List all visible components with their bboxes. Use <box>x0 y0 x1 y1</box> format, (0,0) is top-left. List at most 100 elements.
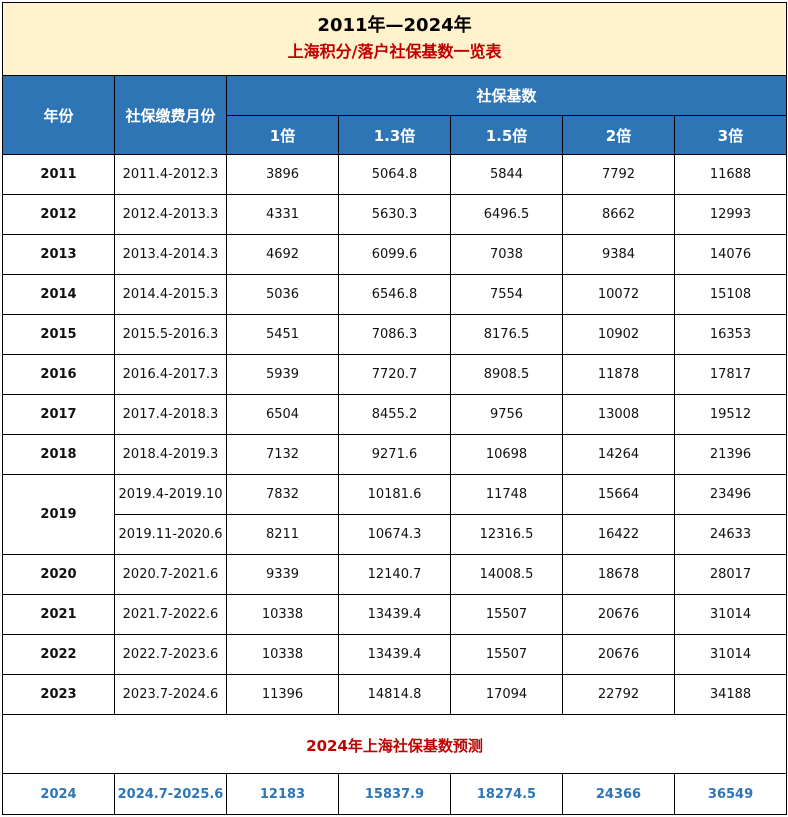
prediction-months-cell: 2024.7-2025.6 <box>114 773 227 815</box>
payment-months-cell: 2019.4-2019.10 <box>114 474 227 515</box>
base-value-cell: 8455.2 <box>338 394 451 435</box>
prediction-value-cell: 18274.5 <box>450 773 563 815</box>
year-cell: 2020 <box>2 554 115 595</box>
base-value-cell: 7792 <box>562 154 675 195</box>
table-row: 2022 2022.7-2023.6 10338 13439.4 15507 20676 3… <box>2 634 788 675</box>
prediction-value-cell: 24366 <box>562 773 675 815</box>
base-value-cell: 6496.5 <box>450 194 563 235</box>
header-multiplier-1-5x: 1.5倍 <box>450 115 563 155</box>
base-value-cell: 9339 <box>226 554 339 595</box>
base-value-cell: 3896 <box>226 154 339 195</box>
prediction-value-cell: 12183 <box>226 773 339 815</box>
table-row: 2019 2019.4-2019.10 7832 10181.6 11748 15664 2… <box>2 474 788 555</box>
base-value-cell: 15664 <box>562 474 675 515</box>
base-value-cell: 5844 <box>450 154 563 195</box>
base-value-cell: 16422 <box>562 514 675 555</box>
base-value-cell: 16353 <box>673 314 788 355</box>
year-cell: 2018 <box>2 434 115 475</box>
year-cell: 2016 <box>2 354 115 395</box>
header-row-2: 1倍 1.3倍 1.5倍 2倍 3倍 <box>3 115 788 155</box>
base-value-cell: 5451 <box>226 314 339 355</box>
year-cell: 2014 <box>2 274 115 315</box>
year-cell: 2017 <box>2 394 115 435</box>
prediction-value-cell: 15837.9 <box>338 773 451 815</box>
base-value-cell: 17094 <box>450 674 563 715</box>
payment-months-cell: 2011.4-2012.3 <box>114 154 227 195</box>
header-year: 年份 <box>2 75 115 155</box>
base-value-cell: 31014 <box>673 634 788 675</box>
table-title-cell: 2011年—2024年 上海积分/落户社保基数一览表 <box>1 2 788 76</box>
base-value-cell: 8908.5 <box>450 354 563 395</box>
base-value-cell: 31014 <box>673 594 788 635</box>
title-row: 2011年—2024年 上海积分/落户社保基数一览表 <box>1 2 788 76</box>
table-title-years: 2011年—2024年 <box>317 15 472 36</box>
table-row: 2019.11-2020.6 8211 10674.3 12316.5 16422 246… <box>3 514 788 555</box>
base-value-cell: 20676 <box>562 634 675 675</box>
base-value-cell: 14076 <box>673 234 788 275</box>
base-value-cell: 8211 <box>226 514 339 555</box>
payment-months-cell: 2019.11-2020.6 <box>114 514 227 555</box>
table-row: 2016 2016.4-2017.3 5939 7720.7 8908.5 11878 17… <box>2 354 788 395</box>
year-cell: 2022 <box>2 634 115 675</box>
year-cell: 2021 <box>2 594 115 635</box>
base-value-cell: 8662 <box>562 194 675 235</box>
base-value-cell: 10072 <box>562 274 675 315</box>
base-value-cell: 17817 <box>673 354 788 395</box>
base-value-cell: 13439.4 <box>338 634 451 675</box>
base-value-cell: 13439.4 <box>338 594 451 635</box>
base-value-cell: 12993 <box>673 194 788 235</box>
table-row: 2023 2023.7-2024.6 11396 14814.8 17094 22792 3… <box>2 674 788 715</box>
table-title-subject: 上海积分/落户社保基数一览表 <box>287 42 502 61</box>
header-multiplier-3x: 3倍 <box>673 115 788 155</box>
base-value-cell: 15108 <box>673 274 788 315</box>
base-value-cell: 10181.6 <box>338 474 451 515</box>
base-value-cell: 14008.5 <box>450 554 563 595</box>
base-value-cell: 7038 <box>450 234 563 275</box>
year-cell: 2013 <box>2 234 115 275</box>
base-value-cell: 10902 <box>562 314 675 355</box>
base-value-cell: 11878 <box>562 354 675 395</box>
base-value-cell: 5939 <box>226 354 339 395</box>
base-value-cell: 10338 <box>226 634 339 675</box>
base-value-cell: 5630.3 <box>338 194 451 235</box>
base-value-cell: 24633 <box>673 514 788 555</box>
prediction-title-row: 2024年上海社保基数预测 <box>1 714 788 774</box>
table-row: 2020 2020.7-2021.6 9339 12140.7 14008.5 18678… <box>2 554 788 595</box>
base-value-cell: 7720.7 <box>338 354 451 395</box>
payment-months-cell: 2023.7-2024.6 <box>114 674 227 715</box>
base-value-cell: 5064.8 <box>338 154 451 195</box>
base-value-cell: 10338 <box>226 594 339 635</box>
prediction-year-cell: 2024 <box>2 773 115 815</box>
payment-months-cell: 2015.5-2016.3 <box>114 314 227 355</box>
base-value-cell: 4331 <box>226 194 339 235</box>
base-value-cell: 9271.6 <box>338 434 451 475</box>
base-value-cell: 10674.3 <box>338 514 451 555</box>
payment-months-cell: 2016.4-2017.3 <box>114 354 227 395</box>
payment-months-cell: 2014.4-2015.3 <box>114 274 227 315</box>
payment-months-cell: 2013.4-2014.3 <box>114 234 227 275</box>
base-value-cell: 11688 <box>673 154 788 195</box>
table-row: 2011 2011.4-2012.3 3896 5064.8 5844 7792 11688 <box>2 154 788 195</box>
header-social-security-base: 社保基数 <box>225 75 788 116</box>
base-value-cell: 7554 <box>450 274 563 315</box>
base-value-cell: 7832 <box>226 474 339 515</box>
table-row: 2021 2021.7-2022.6 10338 13439.4 15507 20676 3… <box>2 594 788 635</box>
base-value-cell: 15507 <box>450 594 563 635</box>
header-multiplier-1-3x: 1.3倍 <box>338 115 451 155</box>
year-cell: 2023 <box>2 674 115 715</box>
base-value-cell: 20676 <box>562 594 675 635</box>
base-value-cell: 7086.3 <box>338 314 451 355</box>
table-row: 2017 2017.4-2018.3 6504 8455.2 9756 13008 1951… <box>2 394 788 435</box>
header-row-1: 年份 社保缴费月份 社保基数 <box>2 75 788 155</box>
base-value-cell: 6099.6 <box>338 234 451 275</box>
year-cell: 2011 <box>2 154 115 195</box>
payment-months-cell: 2021.7-2022.6 <box>114 594 227 635</box>
base-value-cell: 22792 <box>562 674 675 715</box>
table-row: 2018 2018.4-2019.3 7132 9271.6 10698 14264 213… <box>2 434 788 475</box>
prediction-title: 2024年上海社保基数预测 <box>1 714 788 774</box>
base-value-cell: 14264 <box>562 434 675 475</box>
header-payment-months: 社保缴费月份 <box>114 75 227 155</box>
table-row: 2014 2014.4-2015.3 5036 6546.8 7554 10072 1510… <box>2 274 788 315</box>
